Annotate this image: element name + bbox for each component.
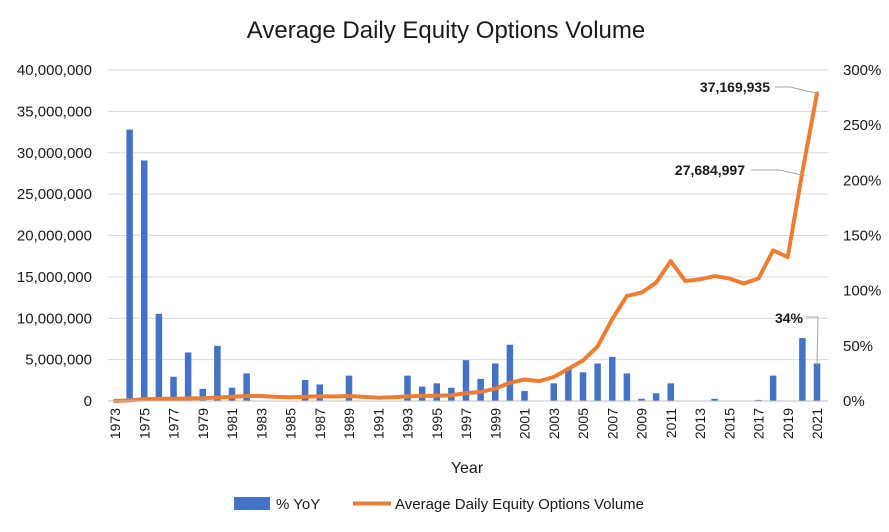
x-tick-label: 1979 [195, 408, 211, 439]
x-tick-label: 2001 [517, 408, 533, 439]
x-tick-label: 2005 [575, 408, 591, 439]
callouts: 37,169,935 27,684,997 34% [675, 79, 819, 366]
bar [609, 356, 616, 401]
chart-title: Average Daily Equity Options Volume [247, 17, 645, 44]
bar [462, 360, 470, 401]
x-tick-label: 2015 [721, 408, 737, 439]
right-tick-label: 300% [843, 62, 881, 79]
left-tick-label: 30,000,000 [17, 145, 92, 162]
bar [652, 393, 660, 401]
left-tick-label: 0 [84, 393, 92, 410]
x-axis-ticks: 1973 1975 1977 1979 1981 1983 1985 1987 1989 1991… [107, 408, 825, 439]
right-tick-label: 100% [843, 283, 881, 300]
callout-label-2021: 37,169,935 [700, 79, 770, 95]
bar [492, 363, 499, 401]
bar [594, 363, 601, 401]
x-tick-label: 1991 [370, 408, 386, 439]
x-tick-label: 2009 [634, 408, 650, 439]
bar [755, 399, 762, 401]
x-tick-label: 1981 [224, 408, 240, 439]
right-tick-label: 200% [843, 172, 881, 189]
bar [404, 375, 411, 401]
bar [579, 372, 587, 401]
x-tick-label: 1997 [458, 408, 474, 439]
x-tick-label: 2013 [692, 408, 708, 439]
callout-leader [751, 169, 806, 177]
left-tick-label: 5,000,000 [25, 352, 92, 369]
bar [769, 375, 777, 401]
bar [155, 313, 163, 401]
x-tick-label: 1973 [107, 408, 123, 439]
bar [214, 345, 221, 401]
x-tick-label: 2007 [604, 408, 620, 439]
left-tick-label: 10,000,000 [17, 310, 92, 327]
x-tick-label: 1989 [341, 408, 357, 439]
bar [141, 160, 148, 401]
volume-line [113, 91, 819, 403]
left-tick-label: 40,000,000 [17, 62, 92, 79]
left-tick-label: 20,000,000 [17, 228, 92, 245]
bar [433, 383, 440, 401]
right-axis-ticks: 0% 50% 100% 150% 200% 250% 300% [843, 62, 881, 410]
right-tick-label: 0% [843, 393, 865, 410]
x-tick-label: 2021 [809, 408, 825, 439]
bar [623, 373, 631, 401]
x-tick-label: 1983 [253, 408, 269, 439]
bar [418, 386, 426, 401]
bar [667, 383, 674, 401]
right-tick-label: 50% [843, 338, 873, 355]
x-tick-label: 2017 [751, 408, 767, 439]
right-tick-label: 250% [843, 117, 881, 134]
legend-label-yoy: % YoY [276, 496, 320, 513]
bar [199, 388, 206, 401]
bar [638, 398, 645, 401]
callout-leader [806, 316, 819, 366]
bar [813, 363, 821, 401]
x-tick-label: 1975 [136, 408, 152, 439]
left-tick-label: 25,000,000 [17, 186, 92, 203]
bar [550, 383, 557, 401]
x-tick-label: 2011 [663, 408, 679, 438]
callout-leader [775, 86, 818, 94]
x-tick-label: 1999 [487, 408, 503, 439]
gridlines [108, 69, 828, 361]
bar [711, 398, 718, 401]
x-tick-label: 1977 [166, 408, 182, 439]
bar [565, 369, 572, 401]
x-tick-label: 1987 [312, 408, 328, 439]
left-tick-label: 35,000,000 [17, 103, 92, 120]
bar [126, 129, 133, 401]
legend: % YoY Average Daily Equity Options Volume [234, 496, 644, 513]
bar [345, 375, 353, 401]
bar [799, 338, 806, 401]
bar [521, 391, 528, 401]
bar [170, 376, 177, 401]
x-tick-label: 1985 [283, 408, 299, 439]
bar [243, 373, 250, 401]
left-tick-label: 15,000,000 [17, 269, 92, 286]
x-axis-label: Year [451, 460, 484, 477]
right-tick-label: 150% [843, 228, 881, 245]
bar [506, 344, 514, 401]
callout-label-2020: 27,684,997 [675, 162, 745, 178]
x-tick-label: 1993 [400, 408, 416, 439]
legend-label-volume: Average Daily Equity Options Volume [395, 496, 644, 513]
bar [228, 387, 236, 401]
bar [184, 352, 192, 401]
bar [316, 384, 323, 401]
line-series-volume [113, 91, 819, 403]
bar [301, 380, 309, 401]
x-tick-label: 2003 [546, 408, 562, 439]
x-tick-label: 2019 [780, 408, 796, 439]
legend-swatch-yoy [234, 497, 270, 510]
x-tick-label: 1995 [429, 408, 445, 439]
left-axis-ticks: 0 5,000,000 10,000,000 15,000,000 20,000,000… [17, 62, 92, 410]
callout-label-yoy: 34% [775, 310, 804, 326]
